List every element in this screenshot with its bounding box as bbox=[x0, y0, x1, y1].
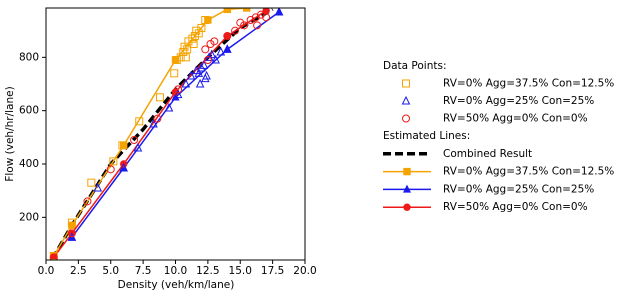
marker-square bbox=[197, 24, 206, 32]
x-tick-label: 17.5 bbox=[261, 265, 284, 277]
marker-triangle bbox=[401, 95, 411, 105]
marker-triangle bbox=[119, 162, 129, 172]
marker-circle bbox=[153, 114, 162, 123]
line-series bbox=[50, 8, 274, 260]
x-tick-label: 5.0 bbox=[102, 265, 119, 277]
marker-circle bbox=[203, 56, 212, 64]
marker-square bbox=[189, 40, 198, 48]
marker-circle bbox=[49, 253, 58, 260]
marker-circle bbox=[206, 40, 215, 48]
marker-triangle bbox=[164, 102, 174, 112]
marker-square bbox=[181, 53, 190, 62]
marker-square bbox=[183, 45, 192, 54]
x-axis-label: Density (veh/km/lane) bbox=[118, 279, 235, 291]
marker-square bbox=[155, 93, 164, 102]
marker-triangle bbox=[133, 142, 143, 152]
marker-square bbox=[67, 218, 76, 227]
legend-label: RV=0% Agg=37.5% Con=12.5% bbox=[443, 166, 614, 178]
x-tick-label: 2.5 bbox=[70, 265, 87, 277]
marker-circle bbox=[130, 136, 139, 144]
x-tick-label: 0.0 bbox=[38, 265, 55, 277]
legend-title: Data Points: bbox=[383, 60, 447, 72]
marker-square bbox=[194, 29, 203, 38]
marker-square bbox=[402, 79, 410, 88]
marker-circle bbox=[403, 203, 411, 211]
marker-square bbox=[204, 16, 212, 24]
legend-label: Combined Result bbox=[443, 148, 532, 160]
marker-square bbox=[188, 34, 197, 43]
marker-triangle bbox=[195, 78, 205, 88]
legend-label: RV=0% Agg=25% Con=25% bbox=[443, 183, 594, 195]
legend-title: Estimated Lines: bbox=[383, 130, 470, 142]
marker-square bbox=[176, 53, 185, 62]
marker-circle bbox=[223, 32, 232, 40]
marker-square bbox=[192, 26, 201, 35]
y-axis-label: Flow (veh/hr/lane) bbox=[4, 86, 16, 181]
line-series bbox=[53, 10, 267, 258]
marker-circle bbox=[231, 26, 240, 35]
marker-square bbox=[223, 8, 232, 14]
marker-triangle bbox=[93, 182, 103, 192]
marker-triangle bbox=[222, 44, 232, 53]
x-tick-label: 15.0 bbox=[229, 265, 252, 277]
marker-triangle bbox=[149, 118, 158, 128]
marker-triangle bbox=[274, 8, 284, 16]
plot-area bbox=[49, 8, 284, 260]
marker-circle bbox=[106, 165, 115, 174]
legend: Data Points: RV=0% Agg=37.5% Con=12.5% RV=… bbox=[383, 60, 614, 213]
marker-square bbox=[118, 141, 127, 150]
marker-circle bbox=[236, 18, 245, 27]
x-tick-label: 12.5 bbox=[196, 265, 219, 277]
marker-triangle bbox=[173, 89, 183, 99]
marker-square bbox=[170, 69, 179, 78]
marker-triangle bbox=[216, 46, 226, 56]
x-tick-label: 20.0 bbox=[293, 265, 316, 277]
marker-square bbox=[403, 167, 411, 176]
marker-triangle bbox=[194, 68, 204, 77]
marker-circle bbox=[174, 85, 183, 94]
x-tick-label: 7.5 bbox=[135, 265, 152, 277]
marker-triangle bbox=[199, 60, 209, 69]
marker-circle bbox=[67, 229, 76, 238]
y-tick-label: 800 bbox=[19, 51, 39, 63]
marker-circle bbox=[201, 45, 210, 54]
y-tick-label: 400 bbox=[19, 158, 39, 170]
legend-label: RV=0% Agg=25% Con=25% bbox=[443, 95, 594, 107]
marker-triangle bbox=[207, 49, 217, 59]
y-tick-label: 200 bbox=[19, 211, 39, 223]
marker-triangle bbox=[402, 184, 412, 193]
marker-circle bbox=[253, 21, 262, 30]
marker-square bbox=[201, 16, 210, 24]
marker-circle bbox=[262, 13, 271, 22]
marker-triangle bbox=[197, 62, 206, 72]
marker-circle bbox=[83, 197, 92, 206]
marker-triangle bbox=[211, 54, 220, 64]
y-tick-label: 600 bbox=[19, 105, 39, 117]
marker-square bbox=[87, 178, 96, 187]
x-tick-label: 10.0 bbox=[164, 265, 187, 277]
line-series bbox=[71, 11, 280, 238]
plot-frame bbox=[45, 7, 306, 261]
marker-triangle bbox=[181, 78, 191, 88]
marker-square bbox=[135, 117, 144, 126]
legend-label: RV=0% Agg=37.5% Con=12.5% bbox=[443, 78, 614, 90]
marker-circle bbox=[402, 114, 410, 123]
marker-triangle bbox=[186, 70, 196, 80]
marker-square bbox=[68, 221, 76, 230]
legend-label: RV=50% Agg=0% Con=0% bbox=[443, 113, 588, 125]
marker-triangle bbox=[200, 73, 210, 83]
legend-label: RV=50% Agg=0% Con=0% bbox=[443, 201, 588, 213]
marker-square bbox=[109, 157, 118, 166]
